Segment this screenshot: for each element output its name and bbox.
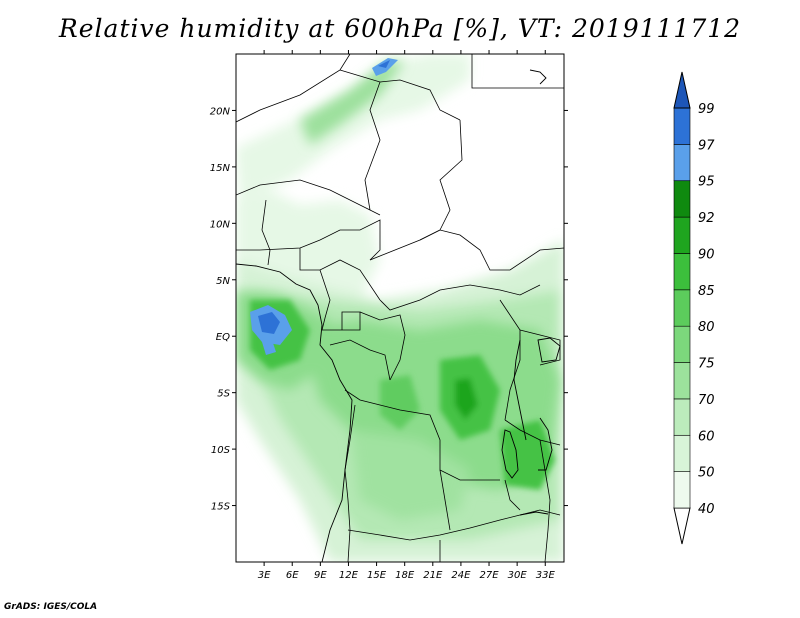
colorbar-bin [673, 253, 691, 291]
colorbar-label: 50 [698, 466, 715, 481]
colorbar-bin [673, 471, 691, 509]
colorbar-below-triangle [673, 507, 691, 545]
lat-tick-label: 15S [211, 502, 231, 513]
lon-tick-label: 18E [395, 570, 415, 581]
colorbar-label: 75 [698, 357, 715, 372]
colorbar-label: 90 [698, 247, 715, 262]
saturation-core-gulf [258, 312, 280, 334]
colorbar-label: 80 [698, 320, 715, 335]
saturation-core-north [378, 60, 390, 68]
colorbar-above-triangle [673, 71, 691, 109]
lat-tick-label: 15N [210, 163, 231, 174]
lon-tick-label: 21E [423, 570, 443, 581]
colorbar-bin [673, 289, 691, 327]
colorbar-bin [673, 434, 691, 472]
lat-tick-label: 20N [210, 106, 231, 117]
lat-tick-label: 5S [217, 389, 230, 400]
colorbar-label: 60 [698, 429, 715, 444]
colorbar: 40 50 60 70 75 80 85 90 92 95 97 99 [673, 71, 715, 545]
lat-tick-label: 10N [210, 219, 231, 230]
colorbar-label: 40 [698, 502, 715, 517]
colorbar-bin [673, 325, 691, 363]
lon-tick-label: 15E [367, 570, 387, 581]
colorbar-label: 85 [698, 284, 715, 299]
lon-tick-label: 33E [536, 570, 556, 581]
lon-tick-label: 12E [339, 570, 359, 581]
colorbar-label: 97 [698, 138, 715, 153]
lat-tick-label: EQ [216, 332, 230, 343]
colorbar-label: 92 [698, 211, 715, 226]
colorbar-bin [673, 216, 691, 254]
map-frame [235, 53, 565, 563]
humidity-field [236, 54, 564, 562]
latitude-axis: 20N 15N 10N 5N EQ 5S 10S 15S [210, 106, 568, 513]
country-borders [236, 54, 564, 562]
lon-tick-label: 9E [314, 570, 327, 581]
lat-tick-label: 5N [216, 276, 230, 287]
colorbar-label: 70 [698, 393, 715, 408]
colorbar-bin [673, 144, 691, 182]
lon-tick-label: 24E [451, 570, 471, 581]
saturation-patch-south [262, 340, 276, 355]
colorbar-bin [673, 362, 691, 400]
colorbar-label: 99 [698, 102, 715, 117]
lon-tick-label: 30E [508, 570, 528, 581]
lon-tick-label: 6E [286, 570, 299, 581]
map-title: Relative humidity at 600hPa [%], VT: 201… [58, 14, 742, 43]
lat-tick-label: 10S [211, 445, 231, 456]
colorbar-label: 95 [698, 175, 715, 190]
colorbar-bin [673, 398, 691, 436]
longitude-axis: 3E 6E 9E 12E 15E 18E 21E 24E 27E 30E 33E [258, 50, 556, 581]
lon-tick-label: 3E [258, 570, 271, 581]
grads-credit: GrADS: IGES/COLA [4, 602, 98, 612]
colorbar-bin [673, 107, 691, 145]
lon-tick-label: 27E [480, 570, 500, 581]
colorbar-bin [673, 180, 691, 218]
coastline [236, 69, 561, 562]
